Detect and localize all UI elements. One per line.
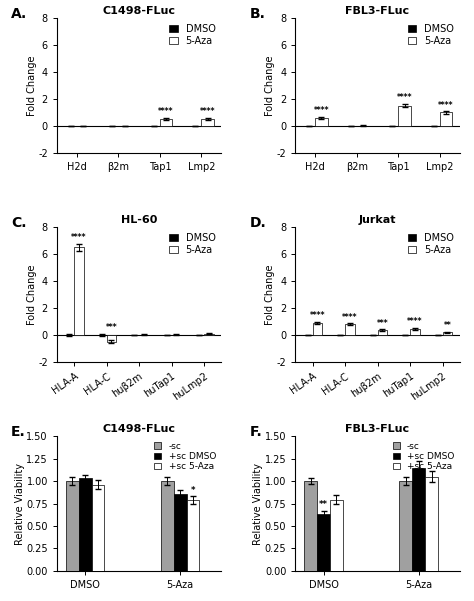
Text: ***: *** bbox=[377, 319, 388, 328]
Text: C.: C. bbox=[11, 216, 27, 230]
Legend: DMSO, 5-Aza: DMSO, 5-Aza bbox=[168, 23, 217, 47]
Text: ****: **** bbox=[71, 233, 87, 242]
Text: ****: **** bbox=[342, 313, 358, 322]
Title: Jurkat: Jurkat bbox=[359, 215, 396, 225]
Text: F.: F. bbox=[249, 426, 262, 439]
Legend: DMSO, 5-Aza: DMSO, 5-Aza bbox=[168, 232, 217, 256]
Title: HL-60: HL-60 bbox=[121, 215, 157, 225]
Bar bbox=[410, 329, 420, 335]
Text: *: * bbox=[191, 486, 195, 495]
Bar bbox=[204, 334, 214, 335]
Title: C1498-FLuc: C1498-FLuc bbox=[102, 6, 175, 16]
Text: ****: **** bbox=[200, 108, 215, 117]
Bar bbox=[315, 118, 328, 126]
Text: B.: B. bbox=[249, 7, 265, 21]
Bar bbox=[304, 481, 317, 571]
Bar bbox=[174, 493, 187, 571]
Bar bbox=[312, 323, 322, 335]
Text: **: ** bbox=[319, 500, 328, 509]
Bar bbox=[201, 119, 214, 126]
Y-axis label: Fold Change: Fold Change bbox=[265, 264, 275, 325]
Bar bbox=[398, 106, 411, 126]
Title: FBL3-FLuc: FBL3-FLuc bbox=[346, 424, 410, 434]
Bar bbox=[79, 478, 91, 571]
Bar bbox=[443, 332, 452, 335]
Bar bbox=[330, 500, 343, 571]
Legend: DMSO, 5-Aza: DMSO, 5-Aza bbox=[407, 232, 455, 256]
Bar bbox=[107, 335, 116, 342]
Y-axis label: Fold Change: Fold Change bbox=[265, 55, 275, 116]
Bar bbox=[378, 330, 387, 335]
Text: ****: **** bbox=[310, 311, 325, 320]
Text: E.: E. bbox=[11, 426, 26, 439]
Legend: -sc, +sc DMSO, +sc 5-Aza: -sc, +sc DMSO, +sc 5-Aza bbox=[392, 441, 455, 472]
Text: **: ** bbox=[444, 321, 451, 330]
Title: FBL3-FLuc: FBL3-FLuc bbox=[346, 6, 410, 16]
Text: ****: **** bbox=[397, 93, 412, 102]
Y-axis label: Relative Viability: Relative Viability bbox=[15, 463, 25, 545]
Bar bbox=[345, 324, 355, 335]
Bar bbox=[317, 514, 330, 571]
Text: ****: **** bbox=[407, 317, 423, 326]
Text: ****: **** bbox=[158, 108, 174, 117]
Legend: DMSO, 5-Aza: DMSO, 5-Aza bbox=[407, 23, 455, 47]
Bar bbox=[160, 119, 173, 126]
Bar bbox=[66, 481, 79, 571]
Bar bbox=[425, 477, 438, 571]
Title: C1498-FLuc: C1498-FLuc bbox=[102, 424, 175, 434]
Bar bbox=[74, 247, 84, 335]
Legend: -sc, +sc DMSO, +sc 5-Aza: -sc, +sc DMSO, +sc 5-Aza bbox=[153, 441, 217, 472]
Text: D.: D. bbox=[249, 216, 266, 230]
Bar bbox=[440, 112, 452, 126]
Text: ***: *** bbox=[106, 323, 117, 332]
Bar bbox=[91, 484, 104, 571]
Bar bbox=[161, 481, 174, 571]
Text: ****: **** bbox=[314, 106, 329, 115]
Text: ****: **** bbox=[438, 101, 454, 110]
Bar bbox=[412, 468, 425, 571]
Y-axis label: Fold Change: Fold Change bbox=[27, 55, 36, 116]
Bar bbox=[400, 481, 412, 571]
Y-axis label: Fold Change: Fold Change bbox=[27, 264, 36, 325]
Y-axis label: Relative Viability: Relative Viability bbox=[253, 463, 263, 545]
Text: A.: A. bbox=[11, 7, 27, 21]
Bar bbox=[187, 500, 200, 571]
